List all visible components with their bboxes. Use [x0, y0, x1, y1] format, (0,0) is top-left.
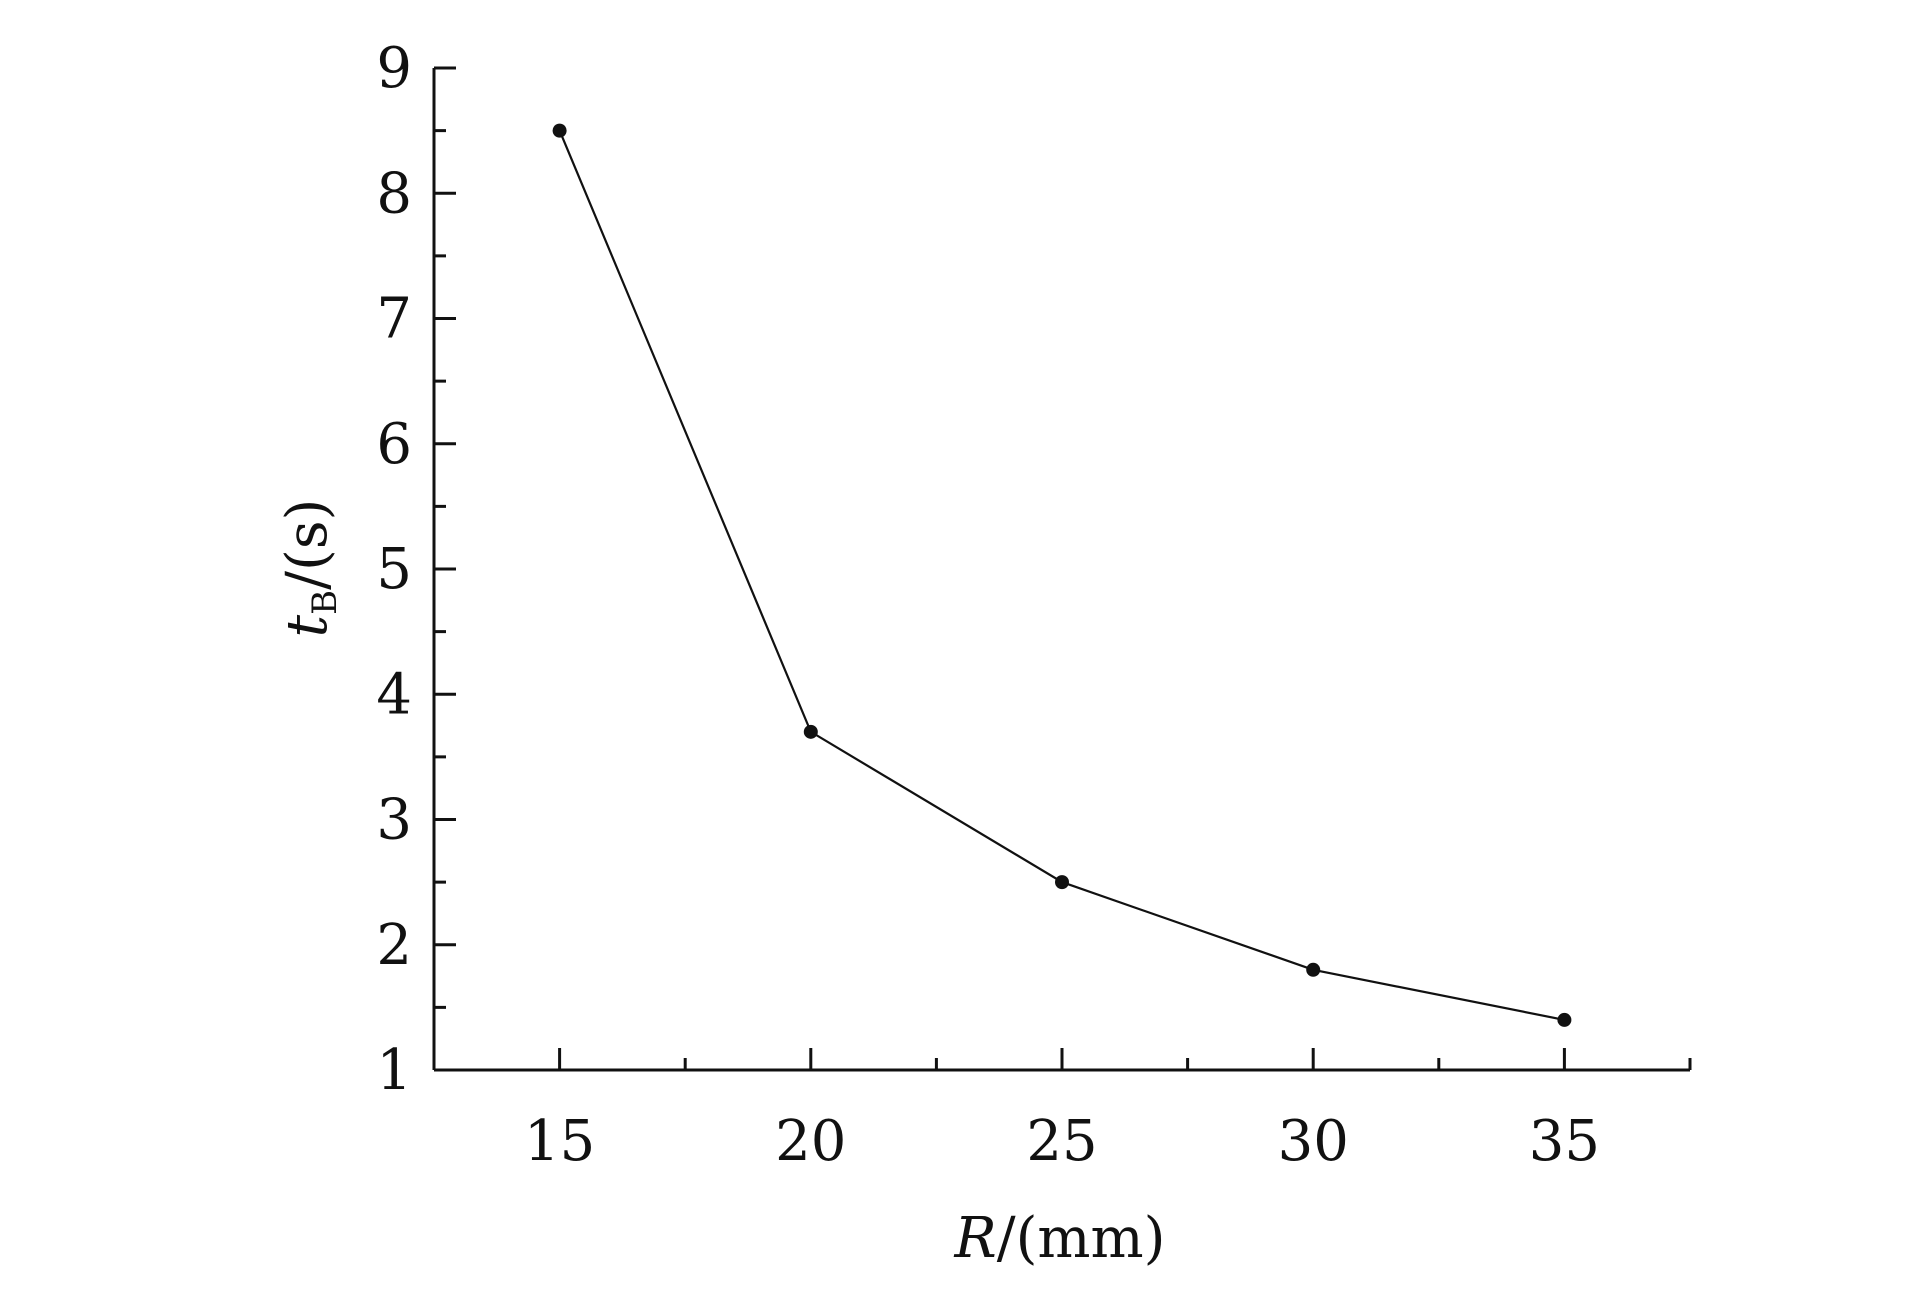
- y-axis-sub: B: [305, 590, 345, 615]
- data-point: [1055, 875, 1069, 890]
- x-tick-label: 25: [1026, 1109, 1097, 1174]
- y-tick-label: 1: [376, 1038, 412, 1103]
- x-tick-label: 35: [1529, 1109, 1600, 1174]
- data-point: [803, 724, 818, 739]
- y-axis-var: t: [275, 614, 340, 637]
- y-tick-label: 5: [376, 537, 412, 602]
- y-tick-label: 3: [376, 788, 412, 853]
- x-tick-label: 20: [775, 1109, 846, 1174]
- x-axis-var: R: [954, 1206, 997, 1271]
- y-tick-label: 7: [376, 287, 412, 352]
- data-point: [1557, 1012, 1572, 1027]
- y-tick-label: 2: [376, 913, 412, 978]
- y-tick-label: 8: [376, 161, 412, 226]
- y-axis-title: tB/(s): [275, 499, 345, 638]
- y-tick-label: 9: [376, 36, 412, 101]
- x-tick-label: 30: [1278, 1109, 1349, 1174]
- y-tick-label: 4: [376, 662, 412, 727]
- y-tick-label: 6: [376, 412, 412, 477]
- plot-area: 1 2 3 4 5 6 7 8 9 15 20 25 30 35: [376, 36, 1692, 1174]
- y-axis-unit: /(s): [275, 499, 340, 590]
- data-point: [1306, 962, 1321, 977]
- data-point: [552, 123, 567, 138]
- x-axis-ticks: 15 20 25 30 35: [432, 1048, 1692, 1174]
- data-markers: [552, 123, 1572, 1027]
- x-axis-unit: /(mm): [997, 1206, 1166, 1271]
- y-axis-ticks: 1 2 3 4 5 6 7 8 9: [376, 36, 456, 1103]
- x-axis-title: R/(mm): [954, 1206, 1166, 1271]
- x-tick-label: 15: [524, 1109, 595, 1174]
